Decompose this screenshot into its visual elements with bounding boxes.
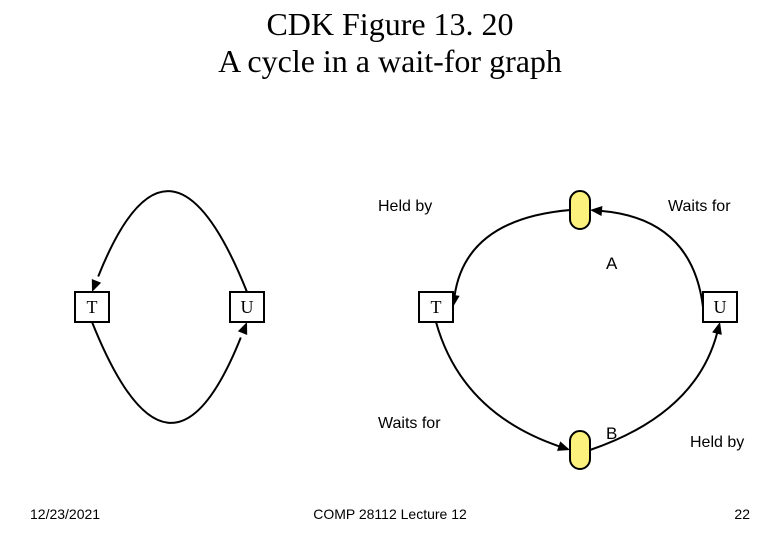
edge-curve <box>455 210 570 296</box>
process-node-label: U <box>241 297 254 317</box>
slide: CDK Figure 13. 20 A cycle in a wait-for … <box>0 0 780 540</box>
resource-node-a <box>570 191 590 229</box>
edge-label-waits-for-b: Waits for <box>378 415 441 433</box>
arrowhead-icon <box>712 322 722 335</box>
resource-label-b: B <box>606 424 617 444</box>
footer-page: 22 <box>734 506 750 522</box>
edge-arc <box>92 322 241 423</box>
resource-node-b <box>570 431 590 469</box>
footer-center: COMP 28112 Lecture 12 <box>0 506 780 522</box>
edge-arc <box>98 191 247 292</box>
edge-label-waits-for-a: Waits for <box>668 198 731 216</box>
process-node-label: T <box>87 297 98 317</box>
edge-curve <box>436 322 560 447</box>
edge-label-held-by-b: Held by <box>690 434 744 452</box>
process-node-label: U <box>714 297 727 317</box>
edge-label-held-by-a: Held by <box>378 198 432 216</box>
process-node-label: T <box>431 297 442 317</box>
arrowhead-icon <box>557 441 570 450</box>
arrowhead-icon <box>238 322 247 335</box>
arrowhead-icon <box>590 206 602 216</box>
arrowhead-icon <box>92 279 101 292</box>
resource-label-a: A <box>606 254 617 274</box>
wait-for-graph: TUTU <box>0 0 780 540</box>
